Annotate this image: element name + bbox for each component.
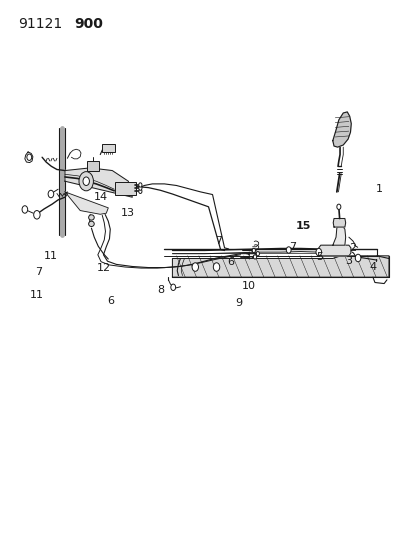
Polygon shape: [333, 112, 351, 147]
Circle shape: [34, 211, 40, 219]
Circle shape: [83, 177, 89, 185]
Text: 7: 7: [289, 243, 296, 252]
Text: 14: 14: [94, 192, 108, 202]
Circle shape: [316, 248, 322, 256]
Text: 5: 5: [316, 252, 324, 262]
Text: 1: 1: [375, 184, 383, 194]
Text: 900: 900: [74, 17, 103, 31]
Circle shape: [252, 248, 255, 253]
Circle shape: [355, 254, 361, 262]
Text: 3: 3: [345, 256, 352, 266]
Text: 2: 2: [349, 243, 356, 253]
Circle shape: [139, 186, 142, 190]
Text: 7: 7: [215, 236, 222, 246]
Circle shape: [256, 252, 259, 256]
Circle shape: [213, 263, 220, 271]
Polygon shape: [333, 219, 346, 227]
Text: 91121: 91121: [18, 17, 62, 31]
Circle shape: [337, 204, 341, 209]
Circle shape: [192, 263, 198, 271]
Polygon shape: [65, 168, 132, 197]
Text: 6: 6: [107, 296, 114, 306]
Polygon shape: [333, 225, 346, 245]
Text: 15: 15: [296, 221, 311, 231]
Ellipse shape: [89, 215, 94, 220]
Text: 7: 7: [35, 267, 42, 277]
FancyBboxPatch shape: [115, 182, 136, 195]
Polygon shape: [319, 245, 351, 256]
Circle shape: [286, 247, 291, 253]
Text: 9: 9: [235, 298, 243, 308]
Circle shape: [171, 284, 176, 290]
Circle shape: [22, 206, 28, 213]
Ellipse shape: [89, 221, 94, 227]
Text: 13: 13: [122, 208, 135, 218]
Polygon shape: [172, 256, 389, 277]
Circle shape: [139, 189, 142, 193]
Circle shape: [27, 154, 32, 160]
Polygon shape: [65, 192, 108, 214]
Text: 6: 6: [227, 257, 234, 267]
FancyBboxPatch shape: [87, 161, 99, 171]
Text: 11: 11: [30, 290, 44, 300]
FancyBboxPatch shape: [102, 144, 115, 152]
Text: 10: 10: [242, 281, 255, 290]
Circle shape: [253, 255, 257, 259]
Text: 12: 12: [96, 263, 111, 272]
Text: 4: 4: [369, 262, 377, 271]
Text: 11: 11: [45, 251, 58, 261]
Circle shape: [139, 183, 142, 187]
Circle shape: [79, 172, 93, 191]
Text: 8: 8: [157, 286, 164, 295]
Circle shape: [48, 190, 54, 198]
